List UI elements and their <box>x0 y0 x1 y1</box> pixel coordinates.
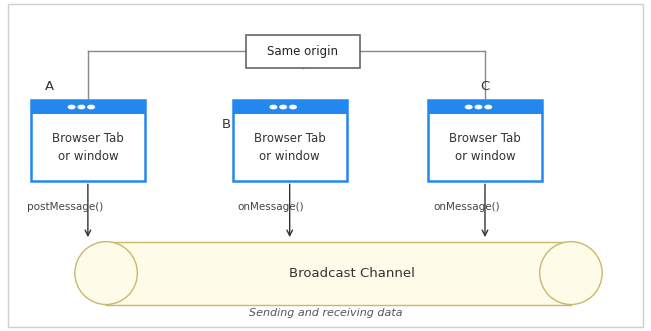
Circle shape <box>465 105 472 109</box>
Circle shape <box>280 105 286 109</box>
Bar <box>233 100 346 114</box>
Bar <box>31 100 145 114</box>
Text: Broadcast Channel: Broadcast Channel <box>288 266 415 280</box>
Circle shape <box>485 105 492 109</box>
Circle shape <box>270 105 277 109</box>
Circle shape <box>88 105 94 109</box>
Text: onMessage(): onMessage() <box>433 202 499 212</box>
Text: Browser Tab
or window: Browser Tab or window <box>52 132 124 163</box>
Text: Same origin: Same origin <box>267 45 339 58</box>
Circle shape <box>78 105 85 109</box>
FancyBboxPatch shape <box>428 100 542 181</box>
Text: postMessage(): postMessage() <box>27 202 104 212</box>
Bar <box>106 242 571 305</box>
Circle shape <box>68 105 75 109</box>
Text: Sending and receiving data: Sending and receiving data <box>249 308 402 318</box>
Text: Browser Tab
or window: Browser Tab or window <box>449 132 521 163</box>
Ellipse shape <box>540 242 602 305</box>
Circle shape <box>475 105 482 109</box>
Circle shape <box>290 105 296 109</box>
Text: onMessage(): onMessage() <box>238 202 304 212</box>
FancyBboxPatch shape <box>233 100 346 181</box>
Text: A: A <box>45 79 54 93</box>
FancyBboxPatch shape <box>31 100 145 181</box>
Bar <box>428 100 542 114</box>
Text: Browser Tab
or window: Browser Tab or window <box>254 132 326 163</box>
Text: C: C <box>480 79 490 93</box>
Ellipse shape <box>75 242 137 305</box>
Text: B: B <box>222 118 231 131</box>
FancyBboxPatch shape <box>246 35 359 68</box>
